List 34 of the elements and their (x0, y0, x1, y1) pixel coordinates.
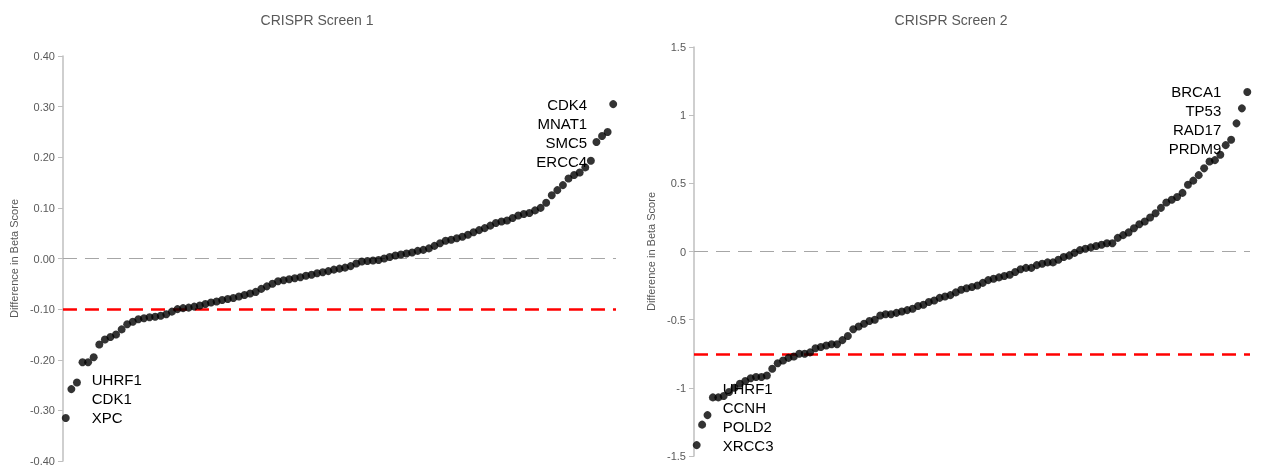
annotation: TP53 (1185, 102, 1222, 120)
y-tick-label: 1.5 (670, 41, 686, 53)
y-tick-label: -0.30 (29, 404, 55, 417)
annotation: UHRF1 (91, 371, 142, 389)
y-tick-label: 0.10 (33, 201, 55, 214)
annotation: ERCC4 (536, 152, 588, 170)
y-tick-label: 0.40 (33, 50, 55, 62)
annotation: XPC (91, 409, 123, 427)
y-tick-label: -0.40 (29, 455, 55, 467)
y-tick-label: 0.20 (33, 151, 55, 164)
y-tick-label: -0.20 (29, 353, 55, 366)
annotation: CDK4 (547, 95, 588, 113)
y-tick-label: -0.10 (29, 303, 55, 316)
y-tick-label: 0.5 (670, 177, 686, 190)
annotation: PRDM9 (1168, 140, 1222, 158)
y-tick-label: 0 (679, 245, 686, 258)
y-tick-label: 1 (679, 109, 686, 122)
annotation: CDK1 (91, 390, 132, 408)
y-tick-label: -0.5 (667, 313, 686, 326)
annotation: MNAT1 (537, 114, 588, 132)
annotation: XRCC3 (722, 436, 774, 454)
annotation: SMC5 (545, 133, 588, 151)
y-tick-label: 0.00 (33, 252, 55, 265)
annotation: BRCA1 (1171, 83, 1222, 101)
chart-title: CRISPR Screen 1 (260, 12, 374, 28)
y-axis-title: Difference in Beta Score (7, 198, 20, 319)
annotation: POLD2 (722, 417, 772, 435)
annotation: CCNH (722, 398, 767, 416)
y-tick-label: -1.5 (667, 450, 686, 462)
annotation: RAD17 (1172, 121, 1222, 139)
y-tick-label: 0.30 (33, 100, 55, 113)
y-tick-label: -1 (676, 381, 686, 394)
chart-title: CRISPR Screen 2 (894, 12, 1008, 28)
y-axis-title: Difference in Beta Score (644, 191, 657, 312)
